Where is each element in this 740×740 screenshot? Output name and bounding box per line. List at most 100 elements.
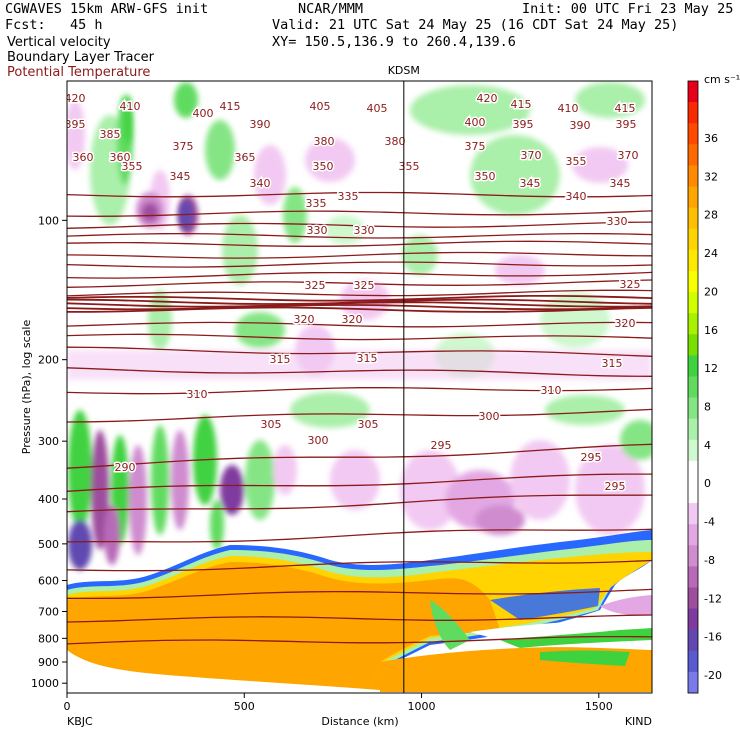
theta-line-28: [67, 635, 652, 645]
colorbar-label-4: 20: [704, 285, 718, 298]
theta-line-25: [67, 559, 652, 572]
colorbar-label-8: 4: [704, 439, 711, 452]
colorbar-segment-9: [688, 270, 698, 293]
colorbar-segment-8: [688, 249, 698, 272]
theta-label-24: 360: [110, 151, 131, 164]
theta-line-17: [67, 346, 652, 357]
colorbar-segment-16: [688, 418, 698, 441]
theta-label-51: 310: [541, 384, 562, 397]
theta-line-10: [67, 295, 652, 302]
y-tick-label-1: 200: [38, 354, 59, 367]
colorbar-segment-26: [688, 629, 698, 652]
y-tick-label-7: 800: [38, 632, 59, 645]
theta-label-41: 325: [305, 279, 326, 292]
colorbar-segment-2: [688, 123, 698, 145]
theta-line-19: [67, 387, 652, 395]
station-marker-label: KDSM: [388, 64, 420, 77]
x-axis-end-station: KIND: [625, 715, 652, 728]
theta-label-54: 300: [308, 434, 329, 447]
theta-label-26: 365: [235, 151, 256, 164]
colorbar-segment-10: [688, 292, 698, 314]
y-tick-label-2: 300: [38, 435, 59, 448]
header-field-tracer: Boundary Layer Tracer: [7, 50, 154, 65]
colorbar-label-11: -8: [704, 554, 715, 567]
colorbar-segment-19: [688, 481, 698, 504]
theta-label-40: 330: [607, 215, 628, 228]
header-model-title: CGWAVES 15km ARW-GFS init: [5, 1, 209, 17]
colorbar-segment-25: [688, 608, 698, 631]
theta-label-14: 390: [570, 119, 591, 132]
theta-label-29: 350: [313, 160, 334, 173]
theta-label-22: 360: [73, 151, 94, 164]
vertical-velocity-field: [67, 82, 652, 693]
theta-label-55: 300: [479, 410, 500, 423]
theta-label-38: 330: [307, 224, 328, 237]
x-tick-label-3: 1500: [585, 700, 613, 713]
theta-line-23: [67, 494, 652, 513]
theta-label-6: 415: [511, 98, 532, 111]
colorbar-label-14: -20: [704, 669, 722, 682]
theta-label-4: 405: [367, 102, 388, 115]
theta-label-28: 345: [170, 170, 191, 183]
colorbar-segment-5: [688, 186, 698, 209]
theta-label-21: 370: [521, 149, 542, 162]
theta-line-26: [67, 588, 652, 600]
theta-label-0: 420: [65, 92, 86, 105]
colorbar-segment-15: [688, 397, 698, 420]
x-tick-label-0: 0: [64, 700, 71, 713]
theta-label-59: 295: [605, 480, 626, 493]
colorbar-label-2: 28: [704, 209, 718, 222]
y-tick-label-5: 600: [38, 575, 59, 588]
theta-label-57: 295: [581, 451, 602, 464]
theta-line-15: [67, 321, 652, 328]
theta-label-30: 355: [399, 160, 420, 173]
y-tick-label-3: 400: [38, 493, 59, 506]
header-xy-range: XY= 150.5,136.9 to 260.4,139.6: [272, 34, 516, 50]
theta-label-16: 385: [100, 128, 121, 141]
header-valid-time: Valid: 21 UTC Sat 24 May 25 (16 CDT Sat …: [272, 17, 679, 33]
theta-label-27: 355: [122, 160, 143, 173]
colorbar-label-9: 0: [704, 477, 711, 490]
theta-label-31: 350: [475, 170, 496, 183]
colorbar-segment-1: [688, 102, 698, 124]
y-tick-label-0: 100: [38, 214, 59, 227]
colorbar-segment-28: [688, 671, 698, 694]
theta-line-24: [67, 528, 652, 543]
colorbar-segment-23: [688, 566, 698, 588]
theta-label-18: 380: [314, 135, 335, 148]
theta-line-2: [67, 221, 652, 229]
colorbar-label-13: -16: [704, 631, 722, 644]
y-tick-label-4: 500: [38, 538, 59, 551]
theta-label-20: 375: [465, 140, 486, 153]
colorbar-segment-7: [688, 228, 698, 251]
theta-label-9: 395: [65, 118, 86, 131]
theta-label-46: 320: [615, 317, 636, 330]
colorbar-segment-6: [688, 207, 698, 230]
colorbar-segment-14: [688, 376, 698, 399]
header-center: NCAR/MMM: [298, 1, 364, 17]
theta-label-39: 330: [354, 224, 375, 237]
colorbar-segment-27: [688, 650, 698, 673]
y-tick-label-8: 900: [38, 656, 59, 669]
colorbar-segment-17: [688, 439, 698, 462]
colorbar-segment-13: [688, 355, 698, 377]
y-tick-label-6: 700: [38, 605, 59, 618]
colorbar-segment-18: [688, 460, 698, 483]
colorbar-frame: [687, 80, 699, 694]
theta-line-6: [67, 261, 652, 268]
theta-line-7: [67, 271, 652, 279]
theta-label-53: 305: [358, 418, 379, 431]
potential-temperature-contours: 420 410 415 405 405 420 415 410 415 395 400 390 400 3…: [65, 91, 652, 645]
theta-line-5: [67, 251, 652, 259]
colorbar-label-10: -4: [704, 516, 715, 529]
theta-label-32: 345: [520, 177, 541, 190]
theta-line-16: [67, 333, 652, 341]
theta-label-5: 420: [477, 92, 498, 105]
theta-label-3: 405: [310, 100, 331, 113]
theta-label-34: 340: [250, 177, 271, 190]
theta-label-2: 415: [220, 100, 241, 113]
theta-label-23: 370: [618, 149, 639, 162]
colorbar-segment-20: [688, 503, 698, 525]
theta-label-25: 355: [566, 155, 587, 168]
colorbar-label-1: 32: [704, 170, 718, 183]
